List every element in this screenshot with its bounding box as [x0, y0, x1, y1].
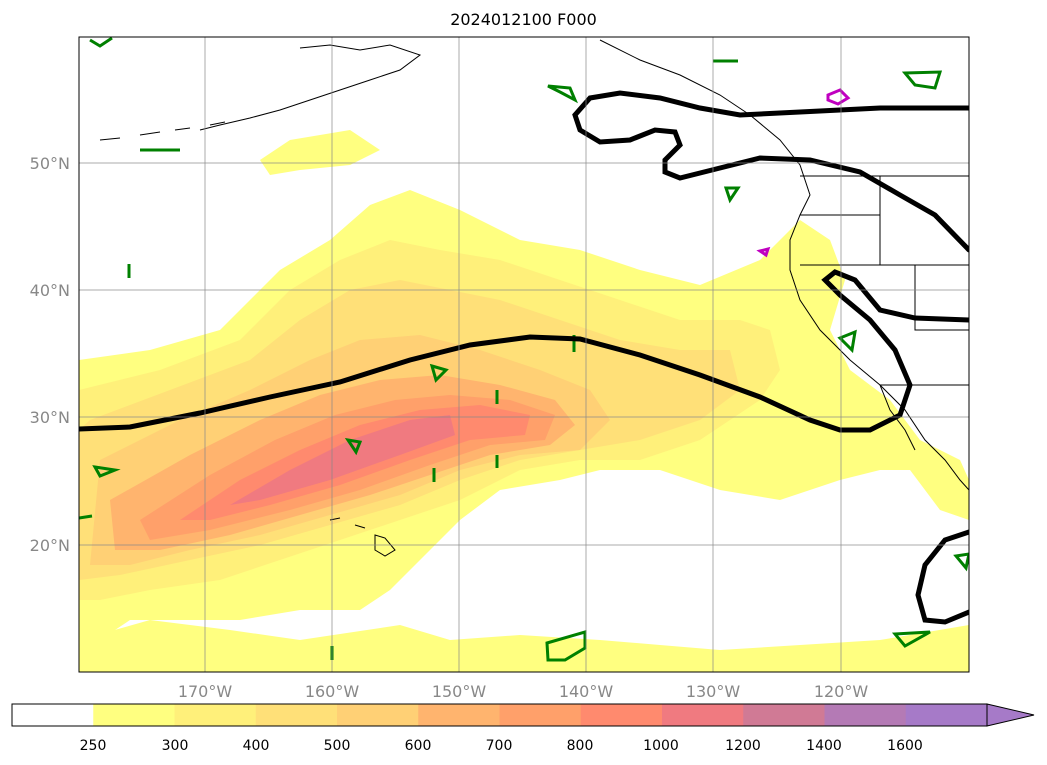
lon-label-140w: 140°W	[559, 682, 614, 701]
colorbar-tick-label: 700	[486, 738, 513, 754]
colorbar: 250 300 400 500 600 700 800 1000 1200 14…	[11, 703, 1035, 754]
colorbar-segment	[743, 704, 825, 726]
lon-labels: 170°W 160°W 150°W 140°W 130°W 120°W	[178, 682, 869, 701]
alaska-coast	[199, 44, 422, 131]
colorbar-segment	[662, 704, 744, 726]
colorbar-segment	[337, 704, 419, 726]
black-contour	[79, 269, 969, 433]
lat-label-30n: 30°N	[30, 408, 70, 427]
coastlines	[99, 39, 969, 557]
colorbar-segment	[824, 704, 907, 726]
green-contour	[429, 363, 449, 383]
green-contour	[545, 630, 587, 662]
colorbar-segment	[255, 704, 338, 726]
lon-label-170w: 170°W	[178, 682, 233, 701]
map-title: 2024012100 F000	[450, 10, 597, 29]
lat-labels: 50°N 40°N 30°N 20°N	[30, 154, 70, 555]
green-contour	[901, 70, 943, 90]
lat-label-40n: 40°N	[30, 281, 70, 300]
black-contour	[915, 529, 969, 625]
colorbar-tick-label: 1200	[725, 738, 761, 754]
colorbar-tick-label: 250	[80, 738, 107, 754]
lon-label-120w: 120°W	[814, 682, 869, 701]
magenta-contours	[756, 88, 851, 258]
map-frame	[78, 36, 970, 673]
colorbar-tick-label: 800	[567, 738, 594, 754]
green-contour	[92, 465, 121, 478]
state-borders	[800, 176, 969, 386]
lat-label-50n: 50°N	[30, 154, 70, 173]
lon-label-150w: 150°W	[432, 682, 487, 701]
fill-level-1000	[230, 415, 455, 505]
gridlines	[79, 37, 969, 672]
colorbar-segment	[418, 704, 500, 726]
colorbar-tick-label: 1000	[643, 738, 679, 754]
colorbar-tick-label: 300	[162, 738, 189, 754]
black-contour	[572, 90, 969, 253]
colorbar-segment	[93, 704, 175, 726]
green-contour	[837, 329, 857, 354]
colorbar-segment	[905, 704, 988, 726]
colorbar-tick-label: 500	[324, 738, 351, 754]
green-contour	[344, 437, 363, 456]
colorbar-tick-label: 1600	[887, 738, 923, 754]
green-contour	[953, 552, 969, 572]
lon-label-130w: 130°W	[686, 682, 741, 701]
colorbar-segment	[12, 704, 94, 726]
magenta-contour	[826, 88, 851, 106]
black-contours	[79, 90, 969, 625]
north-america-coast	[599, 39, 969, 491]
colorbar-segment	[580, 704, 663, 726]
fill-level-250-north	[260, 130, 380, 175]
lat-label-20n: 20°N	[30, 536, 70, 555]
colorbar-extend-arrow	[986, 703, 1035, 727]
map-panel	[79, 37, 969, 672]
colorbar-tick-label: 400	[243, 738, 270, 754]
baja-california	[879, 384, 916, 451]
lon-label-160w: 160°W	[305, 682, 360, 701]
colorbar-tick-label: 1400	[806, 738, 842, 754]
green-contour	[89, 37, 113, 48]
green-contour	[723, 186, 741, 204]
colorbar-ticks: 250 300 400 500 600 700 800 1000 1200 14…	[80, 738, 923, 754]
green-contour	[79, 514, 93, 520]
green-contour	[891, 630, 931, 648]
colorbar-segment	[174, 704, 257, 726]
colorbar-segment	[499, 704, 582, 726]
aleutian-islands	[99, 121, 226, 141]
colorbar-tick-label: 600	[405, 738, 432, 754]
magenta-contour	[756, 246, 771, 258]
colorbar-segments	[12, 704, 988, 726]
green-contour	[547, 84, 578, 104]
fill-level-250-south	[79, 620, 969, 672]
colorbar-frame	[11, 703, 988, 727]
